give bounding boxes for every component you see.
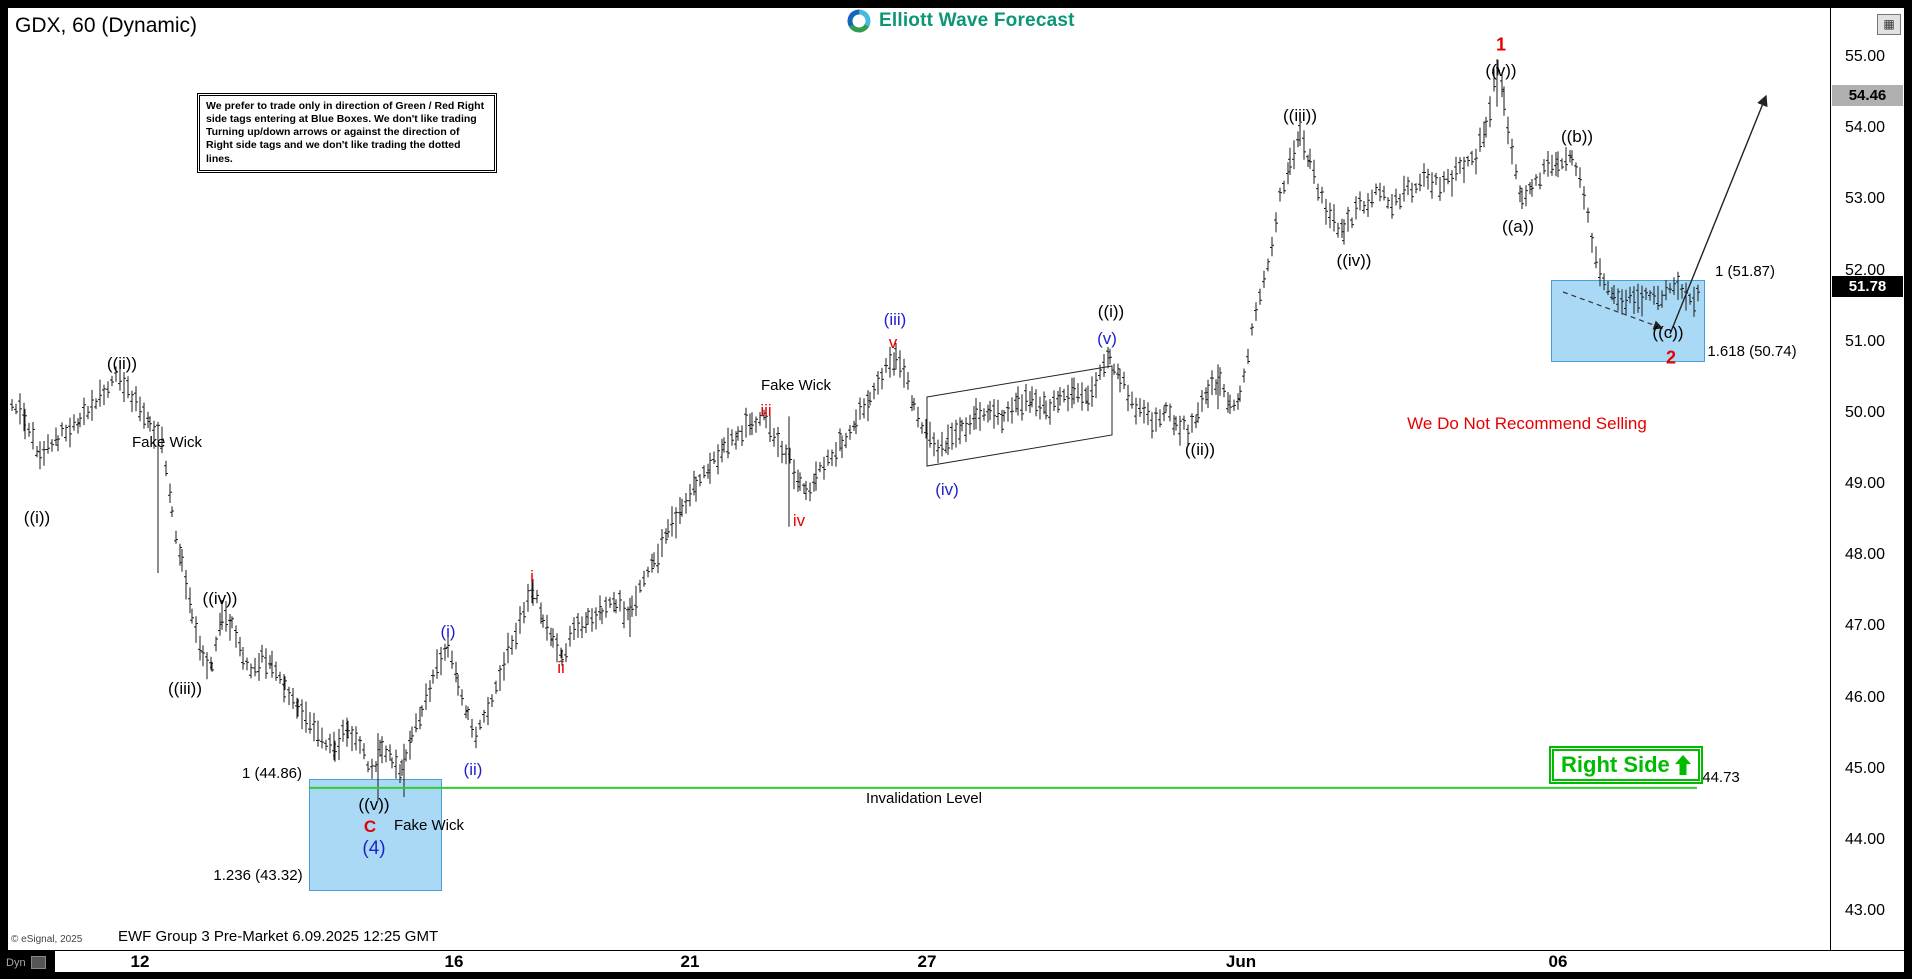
dyn-label: Dyn [6, 956, 26, 969]
price-tag: 54.46 [1832, 85, 1903, 106]
brand-logo-icon [847, 9, 871, 33]
session-info: EWF Group 3 Pre-Market 6.09.2025 12:25 G… [118, 928, 439, 945]
price-axis-label: 48.00 [1845, 546, 1886, 563]
symbol-title: GDX, 60 (Dynamic) [15, 14, 198, 37]
price-axis-label: 54.00 [1845, 119, 1886, 136]
price-axis[interactable]: 55.00 54.00 53.00 52.00 51.00 50.00 49.00 48.00… [1831, 8, 1904, 950]
chart-style-icon[interactable] [30, 956, 46, 969]
right-side-badge-inner: Right Side [1552, 749, 1700, 781]
price-axis-label: 52.00 [1845, 262, 1886, 279]
toolbar-button[interactable]: ▦ [1877, 14, 1901, 35]
price-axis-label: 43.00 [1845, 902, 1886, 919]
price-axis-label: 45.00 [1845, 760, 1886, 777]
price-axis-label: 50.00 [1845, 404, 1886, 421]
right-side-badge: Right Side [1549, 746, 1703, 784]
trading-note: We prefer to trade only in direction of … [199, 95, 495, 171]
right-side-label: Right Side [1561, 752, 1670, 777]
brand-logo: Elliott Wave Forecast [846, 8, 1075, 34]
brand-name: Elliott Wave Forecast [879, 10, 1075, 31]
price-axis-label: 47.00 [1845, 617, 1886, 634]
axis-separator-horizontal [0, 950, 1912, 951]
axis-separator-vertical [1830, 8, 1831, 950]
copyright: © eSignal, 2025 [11, 934, 83, 945]
up-arrow-icon [1674, 755, 1691, 775]
grid-icon: ▦ [1883, 17, 1895, 31]
price-tag: 51.78 [1832, 276, 1903, 297]
price-axis-label: 55.00 [1845, 48, 1886, 65]
price-axis-label: 53.00 [1845, 190, 1886, 207]
status-corner: Dyn [6, 956, 46, 969]
price-axis-label: 44.00 [1845, 831, 1886, 848]
time-axis[interactable] [55, 951, 1904, 972]
price-axis-label: 46.00 [1845, 689, 1886, 706]
price-axis-label: 51.00 [1845, 333, 1886, 350]
price-axis-label: 49.00 [1845, 475, 1886, 492]
